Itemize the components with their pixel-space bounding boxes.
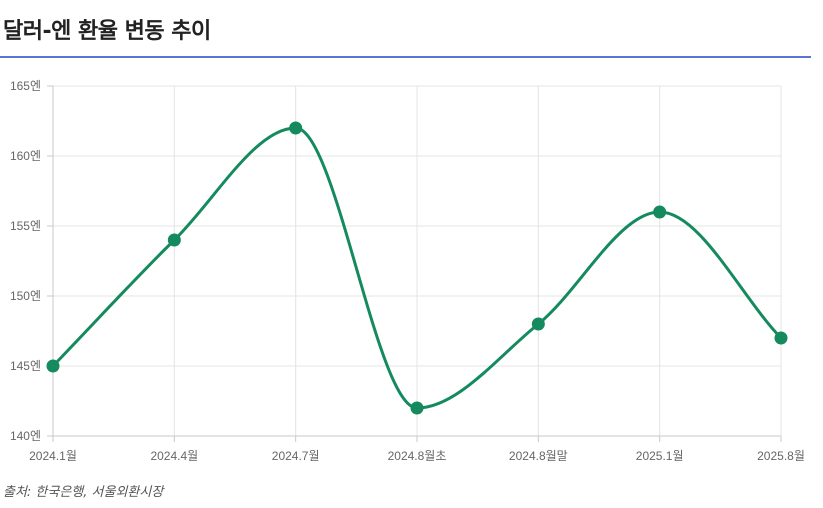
data-point[interactable] (46, 359, 60, 373)
x-tick-label: 2024.1월 (29, 449, 77, 463)
data-point[interactable] (167, 233, 181, 247)
y-tick-label: 150엔 (10, 289, 41, 303)
y-tick-label: 140엔 (10, 429, 41, 443)
x-tick-label: 2024.7월 (272, 449, 320, 463)
y-tick-label: 160엔 (10, 149, 41, 163)
data-point[interactable] (410, 401, 424, 415)
data-point[interactable] (289, 121, 303, 135)
y-tick-label: 165엔 (10, 79, 41, 93)
data-point[interactable] (531, 317, 545, 331)
x-tick-label: 2025.8월 (757, 449, 805, 463)
x-tick-label: 2024.8월초 (388, 449, 447, 463)
source-note: 출처: 한국은행, 서울외환시장 (3, 485, 164, 500)
y-tick-label: 145엔 (10, 359, 41, 373)
data-point[interactable] (653, 205, 667, 219)
y-axis-ticks: 140엔 145엔 150엔 155엔 160엔 165엔 (10, 79, 53, 443)
x-tick-label: 2025.1월 (636, 449, 684, 463)
x-tick-label: 2024.8월말 (509, 449, 568, 463)
x-axis-ticks: 2024.1월 2024.4월 2024.7월 2024.8월초 2024.8월말 202… (29, 436, 805, 463)
data-point[interactable] (774, 331, 788, 345)
x-tick-label: 2024.4월 (150, 449, 198, 463)
data-points (46, 121, 788, 415)
y-tick-label: 155엔 (10, 219, 41, 233)
title-divider (0, 56, 811, 58)
chart-title: 달러-엔 환율 변동 추이 (3, 19, 211, 44)
grid-lines (52, 85, 782, 437)
